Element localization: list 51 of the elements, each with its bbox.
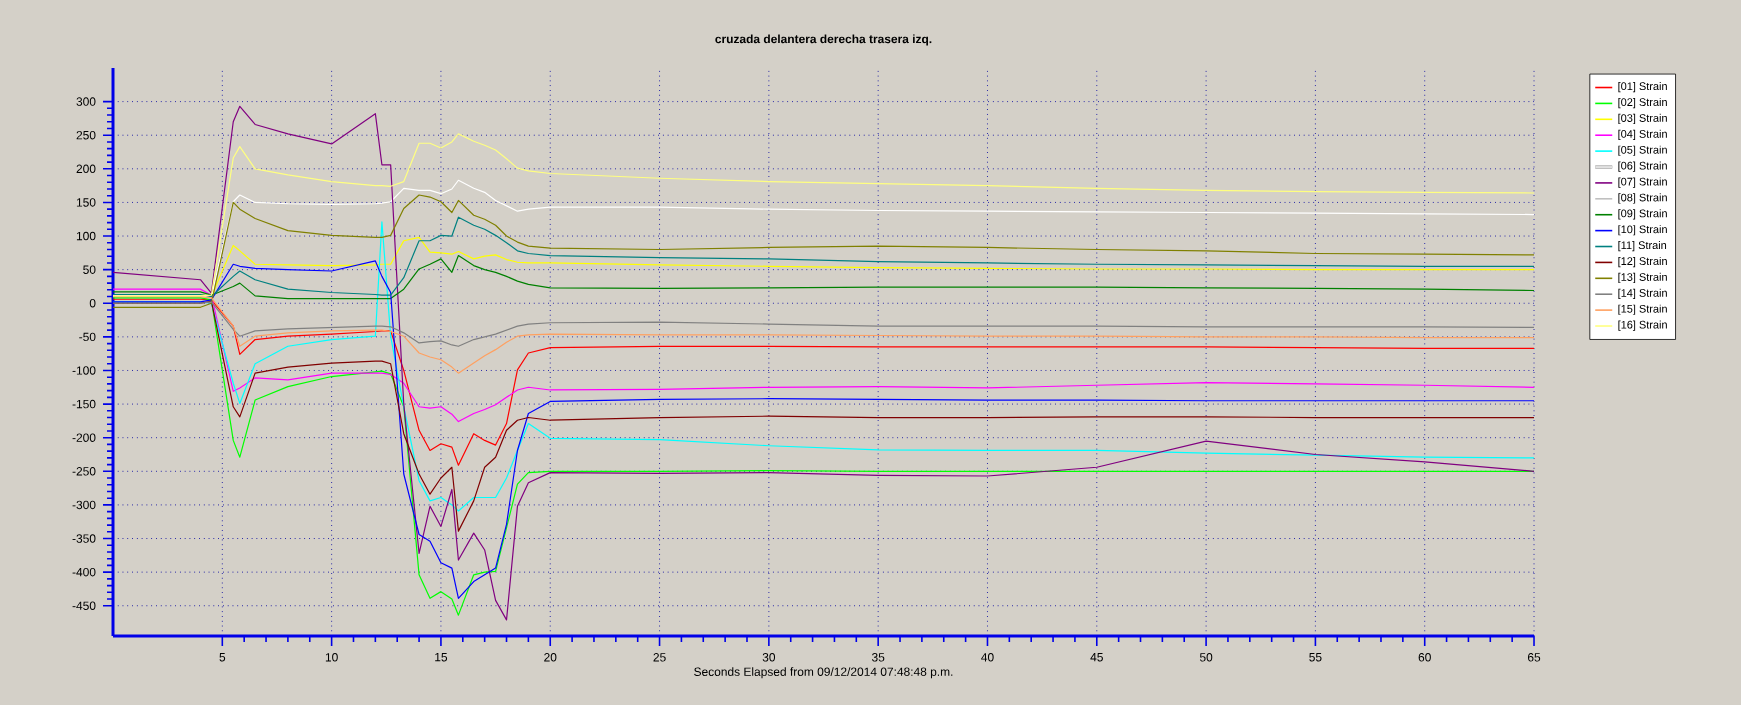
- line-series: [113, 133, 1535, 297]
- legend-label: [06] Strain: [1618, 161, 1667, 172]
- legend-label: [03] Strain: [1618, 113, 1667, 125]
- y-tick-label: 250: [76, 130, 96, 140]
- legend-label: [11] Strain: [1618, 241, 1667, 252]
- y-tick-label: -200: [72, 433, 96, 442]
- chart-title: cruzada delantera derecha trasera izq.: [715, 34, 932, 46]
- y-tick-label: 100: [76, 231, 96, 241]
- y-tick-label: -250: [72, 467, 96, 476]
- y-tick-label: -150: [72, 399, 96, 409]
- x-axis-title: Seconds Elapsed from 09/12/2014 07:48:48 p.m.: [694, 667, 953, 679]
- legend-label: [15] Strain: [1618, 304, 1667, 315]
- x-tick-label: 20: [544, 653, 557, 662]
- legend-label: [02] Strain: [1618, 97, 1667, 109]
- legend-label: [07] Strain: [1618, 177, 1667, 188]
- x-tick-label: 10: [325, 653, 338, 662]
- x-tick-label: 5: [219, 653, 226, 662]
- x-tick-label: 25: [653, 653, 666, 662]
- legend-label: [09] Strain: [1618, 209, 1667, 220]
- x-tick-label: 30: [762, 653, 776, 662]
- y-tick-label: -350: [72, 534, 96, 543]
- legend-label: [14] Strain: [1618, 288, 1667, 299]
- legend-label: [08] Strain: [1618, 193, 1667, 204]
- y-tick-label: 0: [89, 299, 96, 308]
- y-tick-label: 150: [76, 198, 96, 207]
- x-tick-label: 45: [1090, 653, 1103, 662]
- y-tick-label: -100: [72, 366, 96, 375]
- x-tick-label: 15: [435, 653, 448, 662]
- legend-label: [12] Strain: [1618, 256, 1667, 268]
- y-tick-label: -450: [72, 601, 96, 610]
- x-tick-label: 35: [871, 653, 885, 662]
- x-tick-label: 40: [981, 653, 994, 662]
- legend-label: [01] Strain: [1618, 82, 1667, 93]
- legend-label: [04] Strain: [1618, 129, 1667, 140]
- x-tick-label: 50: [1199, 653, 1213, 662]
- y-tick-label: -400: [72, 567, 96, 577]
- x-tick-label: 55: [1309, 653, 1322, 662]
- legend-label: [10] Strain: [1618, 225, 1667, 236]
- y-tick-label: -300: [72, 500, 96, 510]
- y-tick-label: 200: [76, 164, 96, 174]
- line-series: [113, 216, 1535, 298]
- y-tick-label: 50: [83, 265, 96, 274]
- legend-label: [16] Strain: [1618, 320, 1667, 331]
- line-series: [113, 194, 1535, 308]
- y-tick-label: -50: [79, 332, 96, 342]
- y-tick-label: 300: [76, 97, 96, 106]
- line-series: [113, 105, 1535, 621]
- x-tick-label: 65: [1527, 653, 1541, 662]
- legend-label: [05] Strain: [1618, 145, 1667, 156]
- x-tick-label: 60: [1418, 653, 1431, 662]
- legend-label: [13] Strain: [1618, 272, 1667, 284]
